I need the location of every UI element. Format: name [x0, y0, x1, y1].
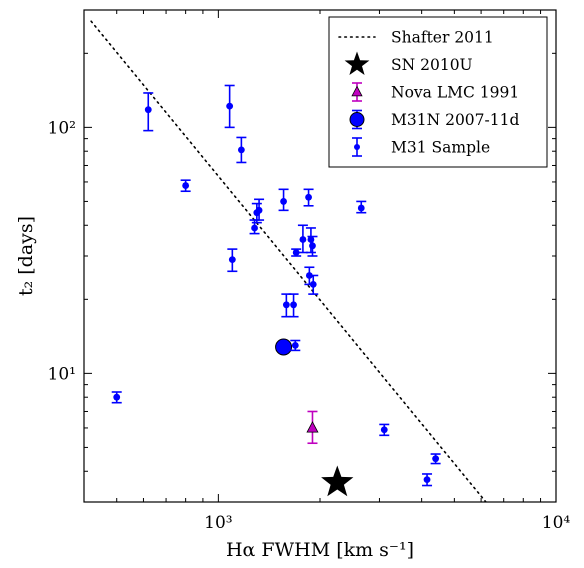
ticks-layer: 10³ 10⁴ 10¹ 10²: [48, 9, 571, 533]
sn-2010u-point: [321, 465, 354, 497]
legend-label: Nova LMC 1991: [391, 84, 519, 102]
m31-sample-point: [299, 236, 307, 243]
m31-sample-point: [309, 280, 317, 288]
x-tick-label: 10³: [204, 513, 232, 533]
m31-sample-point: [292, 249, 300, 256]
legend: Shafter 2011 SN 2010U Nova LMC 1991 M31N 20…: [328, 16, 548, 168]
m31-sample-point: [144, 106, 152, 114]
legend-label: SN 2010U: [391, 56, 473, 74]
m31-sample-point: [228, 256, 236, 264]
legend-box: [328, 16, 548, 168]
m31-sample-point: [309, 242, 316, 250]
m31-sample-point: [113, 393, 121, 401]
x-axis-label: Hα FWHM [km s⁻¹]: [226, 539, 414, 561]
m31-sample-point: [357, 204, 365, 212]
y-tick-label: 10¹: [48, 364, 76, 384]
m31-sample-point: [380, 426, 388, 434]
m31-sample-point: [291, 341, 299, 349]
m31-sample-point: [423, 476, 431, 483]
m31-sample-point: [182, 182, 190, 189]
legend-label: M31N 2007-11d: [391, 111, 519, 129]
m31n-2007-11d-point: [275, 338, 293, 356]
y-tick-label: 10²: [48, 118, 76, 138]
plot-frame: [83, 9, 557, 503]
legend-star-marker: [344, 51, 370, 75]
legend-circle-marker: [349, 112, 365, 127]
m31-sample-point: [290, 301, 297, 309]
m31-sample-point: [305, 193, 312, 201]
m31-sample-point: [251, 224, 258, 232]
m31-sample-point: [237, 146, 245, 154]
nova-lmc-1991-point: [306, 421, 319, 433]
data-layer: [90, 20, 487, 502]
m31-sample-point: [226, 102, 234, 110]
m31-sample-point: [282, 301, 290, 309]
legend-label: Shafter 2011: [391, 29, 494, 47]
legend-label: M31 Sample: [391, 139, 490, 157]
legend-point-marker: [354, 144, 360, 150]
x-tick-label: 10⁴: [542, 513, 571, 533]
shafter-2011-line: [90, 20, 487, 502]
y-axis-label: t₂ [days]: [15, 216, 37, 296]
legend-triangle-marker: [351, 85, 363, 97]
m31-sample-point: [255, 206, 263, 214]
m31-sample-point: [280, 198, 287, 205]
m31-sample-point: [432, 455, 440, 463]
